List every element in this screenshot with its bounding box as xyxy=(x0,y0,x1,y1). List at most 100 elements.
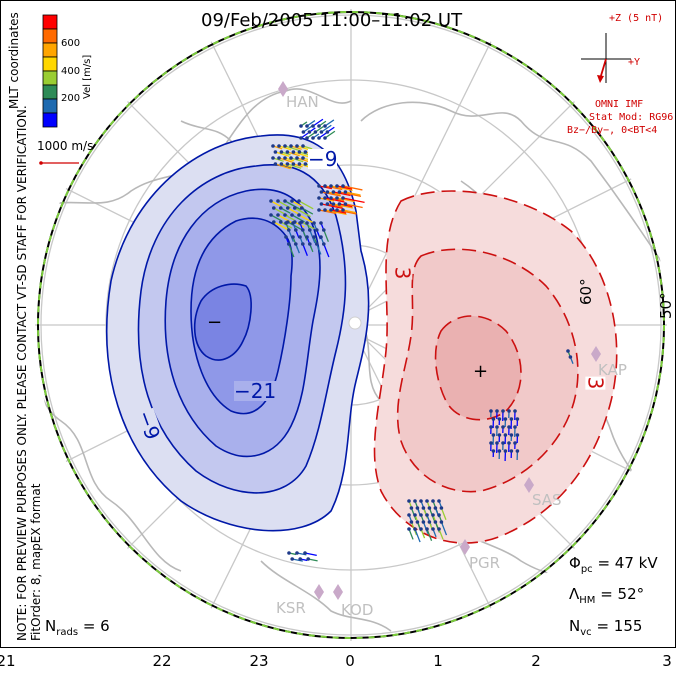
vector-origin xyxy=(425,499,429,503)
vector-origin xyxy=(290,557,295,561)
velocity-vector xyxy=(298,200,314,210)
vector-origin xyxy=(337,202,342,206)
vector-origin xyxy=(409,520,414,524)
vector-origin xyxy=(329,208,333,212)
velocity-vector xyxy=(345,203,363,209)
vector-origin xyxy=(489,409,493,413)
vector-origin xyxy=(291,150,296,154)
vector-origin xyxy=(298,221,302,225)
velocity-vector xyxy=(324,185,343,191)
vector-origin xyxy=(284,221,288,225)
colorbar-swatch xyxy=(42,42,58,58)
vector-origin xyxy=(303,162,308,166)
colorbar-swatch xyxy=(42,84,58,100)
hm-boundary-latitude: ΛHM = 52° xyxy=(569,585,645,606)
station-markers xyxy=(278,81,601,600)
vector-origin xyxy=(299,136,303,140)
velocity-vector xyxy=(342,209,357,214)
vector-origin xyxy=(419,513,423,517)
vector-origin xyxy=(415,520,420,524)
vector-origin xyxy=(287,242,291,246)
vector-origin xyxy=(491,449,496,453)
vector-origin xyxy=(425,527,429,531)
vector-origin xyxy=(285,150,290,154)
velocity-vector xyxy=(324,209,347,216)
velocity-vector xyxy=(293,151,309,158)
velocity-vector xyxy=(336,197,355,203)
velocity-vector xyxy=(312,118,324,127)
vector-origin xyxy=(283,156,287,160)
vector-origin xyxy=(439,506,444,510)
station-label-kap: KAP xyxy=(598,361,627,379)
vector-origin xyxy=(503,433,508,437)
vector-origin xyxy=(276,213,280,217)
vector-origin xyxy=(305,221,309,225)
map-title: 09/Feb/2005 11:00–11:02 UT xyxy=(201,10,463,31)
lat-label-50: 50° xyxy=(657,292,675,319)
vector-origin xyxy=(301,144,305,148)
velocity-vector xyxy=(324,197,345,203)
velocity-vector xyxy=(426,528,433,541)
radar-count: Nrads = 6 xyxy=(45,617,110,638)
velocity-vector xyxy=(318,197,335,202)
vector-origin xyxy=(300,206,304,210)
vector-origin xyxy=(284,235,288,239)
positive-potential-cell xyxy=(373,190,618,544)
vector-origin xyxy=(297,213,301,217)
vector-origin xyxy=(325,130,330,134)
vector-origin xyxy=(413,513,417,517)
vector-origin xyxy=(283,213,287,217)
vector-origin xyxy=(437,499,441,503)
vector-origin xyxy=(413,499,417,503)
vector-origin xyxy=(489,425,493,429)
velocity-vector xyxy=(321,124,332,133)
potential-minimum-marker: − xyxy=(207,312,223,333)
velocity-vector xyxy=(333,203,353,209)
vector-origin xyxy=(283,199,287,203)
velocity-vector xyxy=(273,221,290,232)
vector-origin xyxy=(312,221,316,225)
vector-origin xyxy=(507,409,511,413)
mlt-tick-21: 21 xyxy=(0,652,16,670)
velocity-vector xyxy=(408,528,414,540)
colorbar-swatch xyxy=(42,28,58,44)
colorbar-swatch xyxy=(42,112,58,128)
vector-origin xyxy=(497,417,502,421)
vector-origin xyxy=(323,184,327,188)
velocity-vector xyxy=(304,552,317,557)
vector-origin xyxy=(279,162,284,166)
vector-origin xyxy=(305,235,309,239)
vector-origin xyxy=(297,150,302,154)
contour-label-3-top: 3 xyxy=(390,266,415,280)
vector-origin xyxy=(335,184,339,188)
velocity-vector xyxy=(336,185,353,190)
vector-origin xyxy=(312,235,316,239)
vector-origin xyxy=(315,228,319,232)
scale-vector-label: 1000 m/s xyxy=(37,139,94,153)
vector-origin xyxy=(319,221,323,225)
vector-origin xyxy=(298,557,303,561)
vector-origin xyxy=(306,557,311,561)
vector-origin xyxy=(427,506,432,510)
vector-origin xyxy=(297,162,302,166)
velocity-vector xyxy=(414,528,421,543)
cross-polar-potential-value: = 47 kV xyxy=(597,554,658,572)
velocity-vector xyxy=(290,157,304,163)
colorbar-tick-200: 200 xyxy=(61,93,81,104)
vector-origin xyxy=(501,425,505,429)
vector-origin xyxy=(415,506,420,510)
vector-origin xyxy=(507,441,511,445)
vector-origin xyxy=(317,208,321,212)
imf-y-label: +Y xyxy=(628,57,641,68)
velocity-vector xyxy=(438,528,444,540)
vector-origin xyxy=(311,124,315,128)
velocity-vectors xyxy=(269,118,574,562)
colorbar-tick-600: 600 xyxy=(61,38,81,49)
colorbar-swatch xyxy=(42,70,58,86)
vector-origin xyxy=(319,190,324,194)
vector-origin xyxy=(515,449,520,453)
vector-origin xyxy=(491,417,496,421)
vector-origin xyxy=(301,130,306,134)
contour-label-minus21: −21 xyxy=(234,379,277,403)
velocity-vector xyxy=(277,214,293,224)
